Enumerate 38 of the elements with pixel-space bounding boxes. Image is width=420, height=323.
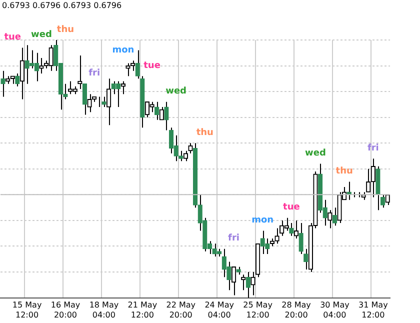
- candlestick: [168, 127, 174, 154]
- candlestick: [183, 150, 188, 162]
- candlestick: [370, 158, 376, 198]
- annotation: thu: [336, 166, 353, 177]
- x-tick-label: 24 May 04:00: [204, 300, 234, 320]
- x-tick-label: 22 May 20:00: [166, 300, 196, 320]
- candlestick: [154, 101, 160, 120]
- x-tick-label: 30 May 04:00: [320, 300, 350, 320]
- annotation: wed: [305, 148, 326, 159]
- annotation: mon: [112, 45, 134, 56]
- x-tick-label: 16 May 20:00: [50, 300, 80, 320]
- candlestick: [68, 80, 73, 95]
- x-tick-label: 21 May 12:00: [128, 300, 158, 320]
- candlestick: [328, 210, 332, 229]
- candlestick: [294, 220, 299, 240]
- annotation: wed: [166, 86, 187, 97]
- candlestick: [246, 272, 251, 298]
- annotation: thu: [196, 128, 214, 138]
- candlestick: [106, 78, 112, 126]
- candlestick: [188, 142, 193, 154]
- x-tick-label: 28 May 20:00: [282, 300, 312, 320]
- candlestick: [20, 47, 25, 100]
- candlestick: [274, 228, 280, 244]
- x-tick-label: 31 May 12:00: [358, 300, 388, 320]
- annotation: tue: [283, 202, 300, 213]
- chart-subtitle: 0.6793 0.6796 0.6793 0.6796: [2, 1, 122, 10]
- annotation: wed: [31, 30, 52, 40]
- annotation: fri: [228, 234, 240, 244]
- x-tick-label: 18 May 04:00: [89, 300, 119, 320]
- annotation: fri: [367, 143, 379, 154]
- annotation: mon: [252, 216, 274, 226]
- x-tick-label: 25 May 12:00: [243, 300, 273, 320]
- annotation: tue: [144, 60, 160, 71]
- annotation: fri: [88, 68, 100, 79]
- x-tick-label: 15 May 12:00: [12, 300, 42, 320]
- text: thu: [56, 24, 74, 35]
- annotation: tue: [4, 32, 22, 43]
- candlestick: [144, 101, 150, 118]
